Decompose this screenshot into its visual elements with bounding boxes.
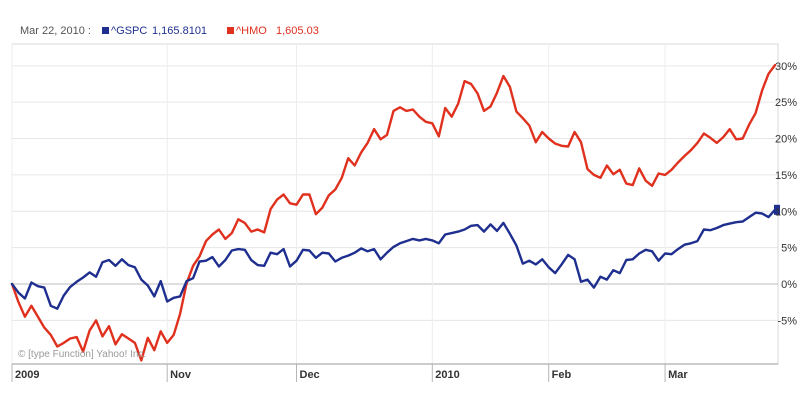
legend-value-gspc: 1,165.8101 [152,25,207,37]
y-axis: -5% 0% 5% 10% 15% 20% 25% 30% [775,61,797,328]
legend-value-hmo: 1,605.03 [276,25,319,37]
legend: Mar 22, 2010 : ^GSPC 1,165.8101 ^HMO 1,6… [20,25,319,37]
x-tick-label: Feb [552,369,572,381]
y-tick-label: 10% [775,206,797,218]
series-end-marker [774,204,780,215]
legend-symbol-gspc[interactable]: ^GSPC [111,25,147,37]
series-layer [10,63,780,362]
y-tick-label: 0% [781,279,797,291]
legend-swatch-hmo [227,27,234,34]
grid [11,44,778,364]
x-tick-label: Dec [300,369,320,381]
y-tick-label: 20% [775,134,797,146]
legend-swatch-gspc [102,27,109,34]
y-tick-label: 25% [775,97,797,109]
y-tick-label: 5% [781,243,797,255]
legend-symbol-hmo[interactable]: ^HMO [236,25,267,37]
y-tick-label: 15% [775,170,797,182]
y-tick-label: 30% [775,61,797,73]
plot-area [11,43,779,365]
x-tick-label: 2009 [15,369,39,381]
y-tick-label: -5% [777,315,797,327]
x-tick-label: Nov [170,369,192,381]
legend-date: Mar 22, 2010 : [20,25,91,37]
x-tick-label: Mar [668,369,688,381]
credit-text: © [type Function] Yahoo! Inc. [18,349,146,360]
x-tick-label: 2010 [435,369,459,381]
series-line-gspc [10,208,777,310]
series-line-hmo [10,63,777,362]
x-axis: 2009 Nov Dec 2010 Feb Mar [11,363,778,382]
